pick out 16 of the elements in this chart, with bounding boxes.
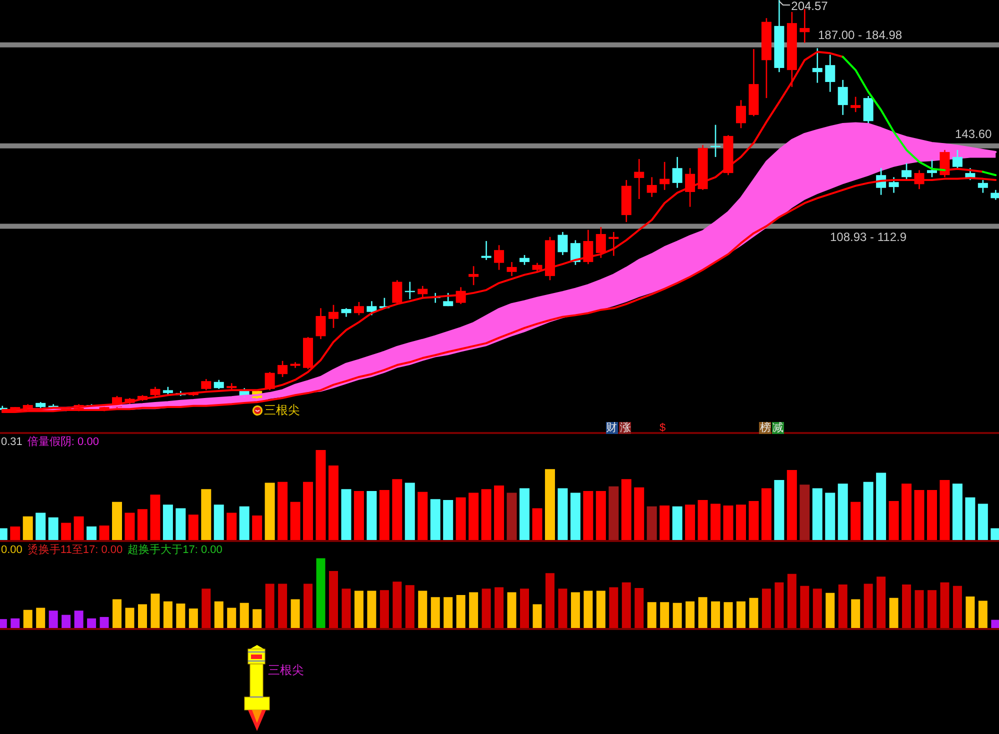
annotation: 三根尖 [264, 403, 300, 417]
text: 倍量假阴: 0.00 [27, 436, 99, 449]
text: 榜 [759, 422, 772, 434]
text: 财 [606, 422, 618, 434]
text: 涨 [619, 422, 632, 434]
annotation: 108.93 - 112.9 [830, 230, 907, 244]
text: 0.31 [1, 436, 22, 449]
annotation: 204.57 [791, 0, 828, 13]
text: 烫换手11至17: 0.00 [27, 544, 123, 557]
text: 0.00 [1, 544, 22, 557]
annotation: 187.00 - 184.98 [818, 28, 902, 42]
annotation: 143.60 [955, 126, 992, 141]
text: $ [658, 422, 667, 434]
text: 三根尖 [268, 663, 304, 677]
text: 减 [772, 422, 784, 434]
text: 超换手大于17: 0.00 [128, 544, 222, 557]
